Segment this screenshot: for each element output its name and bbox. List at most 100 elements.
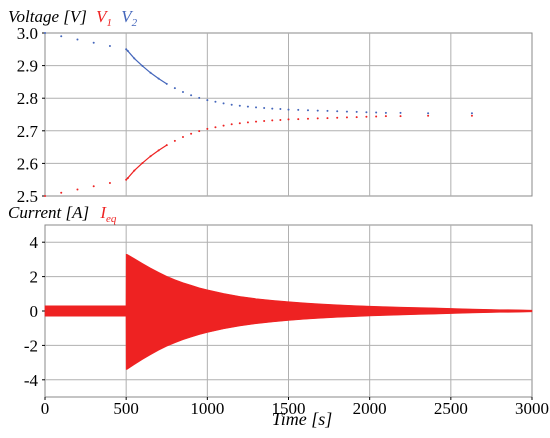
- x-axis-label: Time [s]: [272, 409, 333, 429]
- legend-v1: V1: [96, 7, 112, 29]
- data-point-v1: [375, 115, 378, 118]
- y-tick-label: 2.9: [17, 57, 38, 76]
- data-point-v2: [263, 106, 266, 109]
- data-point-v1: [399, 115, 402, 118]
- data-point-v1: [355, 116, 358, 119]
- y-tick-label: 3.0: [17, 24, 38, 43]
- data-point-v1: [263, 120, 266, 123]
- y-tick-label: 2: [30, 268, 39, 287]
- data-point-v2: [326, 109, 329, 112]
- data-point-v1: [326, 117, 329, 120]
- data-point-v1: [222, 124, 225, 127]
- y-tick-label: 0: [30, 302, 39, 321]
- data-point-v2: [336, 110, 339, 113]
- data-point-v1: [365, 115, 368, 118]
- data-point-v2: [271, 107, 274, 110]
- data-point-v2: [365, 111, 368, 114]
- data-point-v1: [92, 185, 95, 188]
- data-point-v2: [76, 38, 79, 41]
- data-point-v1: [44, 195, 46, 197]
- data-point-v2: [181, 91, 184, 94]
- data-point-v1: [470, 114, 473, 117]
- legend-v2: V2: [121, 7, 137, 29]
- data-point-v2: [384, 111, 387, 114]
- data-point-v1: [246, 121, 249, 124]
- y-tick-label: -4: [24, 371, 39, 390]
- data-point-v1: [384, 115, 387, 118]
- data-point-v1: [345, 116, 348, 119]
- series-v1: [44, 114, 473, 197]
- series-v2: [44, 32, 473, 115]
- data-point-v2: [279, 107, 282, 110]
- current-axis-label: Current [A]: [8, 203, 89, 222]
- data-point-v2: [399, 111, 402, 114]
- data-point-v2: [287, 108, 290, 111]
- data-point-v1: [427, 114, 430, 117]
- data-point-v1: [214, 126, 217, 129]
- data-point-v1: [206, 127, 209, 130]
- data-point-v1: [190, 132, 193, 135]
- data-point-v2: [190, 94, 193, 97]
- data-point-v2: [44, 32, 46, 34]
- data-point-v2: [345, 110, 348, 113]
- data-point-v2: [60, 35, 63, 38]
- y-tick-label: 2.6: [17, 154, 38, 173]
- data-point-v2: [375, 111, 378, 114]
- data-point-v2: [92, 41, 95, 44]
- data-point-v2: [222, 102, 225, 105]
- data-point-v1: [181, 135, 184, 138]
- x-tick-label: 3000: [515, 399, 549, 418]
- data-point-v1: [238, 122, 241, 125]
- data-point-v1: [255, 120, 258, 123]
- data-point-v1: [279, 119, 282, 122]
- data-point-v2: [297, 108, 300, 111]
- data-point-v2: [355, 110, 358, 113]
- y-tick-label: 2.8: [17, 89, 38, 108]
- voltage-axis-label: Voltage [V]: [8, 7, 87, 26]
- data-point-v2: [214, 100, 217, 103]
- legend-ieq: Ieq: [99, 203, 117, 225]
- data-point-v1: [271, 119, 274, 122]
- data-point-v2: [255, 106, 258, 109]
- data-point-v2: [306, 109, 309, 112]
- data-point-v1: [173, 139, 176, 142]
- data-point-v2: [230, 103, 233, 106]
- series-line-v2: [125, 48, 168, 85]
- x-tick-label: 2000: [353, 399, 387, 418]
- series-envelope-ieq: [44, 253, 533, 370]
- x-tick-label: 1500: [272, 399, 306, 418]
- data-point-v2: [470, 112, 473, 115]
- data-point-v2: [108, 45, 111, 48]
- data-point-v2: [206, 99, 209, 102]
- current-panel-title: Current [A] Ieq: [8, 203, 117, 225]
- data-point-v2: [316, 109, 319, 112]
- data-point-v1: [336, 116, 339, 119]
- series-line-v1: [125, 144, 168, 181]
- data-point-v2: [173, 87, 176, 90]
- data-point-v1: [198, 130, 201, 133]
- x-tick-label: 2500: [434, 399, 468, 418]
- data-point-v1: [60, 191, 63, 194]
- y-tick-label: -2: [24, 336, 38, 355]
- voltage-plot-area: 2.5 2.6 2.7 2.8 2.9 3.0: [17, 24, 533, 206]
- data-point-v2: [198, 96, 201, 99]
- y-tick-label: 2.7: [17, 122, 39, 141]
- current-plot-area: 420-2-40 500 1000 1500 2000 2500 3000: [24, 224, 549, 418]
- x-tick-label: 0: [41, 399, 50, 418]
- data-point-v2: [427, 112, 430, 115]
- y-tick-label: 4: [30, 233, 39, 252]
- data-point-v1: [316, 117, 319, 120]
- data-point-v2: [246, 105, 249, 108]
- data-point-v1: [297, 118, 300, 121]
- y-tick-label: 2.5: [17, 187, 38, 206]
- data-point-v1: [287, 118, 290, 121]
- x-tick-label: 500: [113, 399, 139, 418]
- data-point-v2: [238, 104, 241, 107]
- data-point-v1: [230, 123, 233, 126]
- data-point-v1: [108, 181, 111, 184]
- data-point-v1: [76, 188, 79, 191]
- data-point-v1: [306, 117, 309, 120]
- voltage-panel-title: Voltage [V] V1 V2: [8, 7, 138, 30]
- x-tick-label: 1000: [190, 399, 224, 418]
